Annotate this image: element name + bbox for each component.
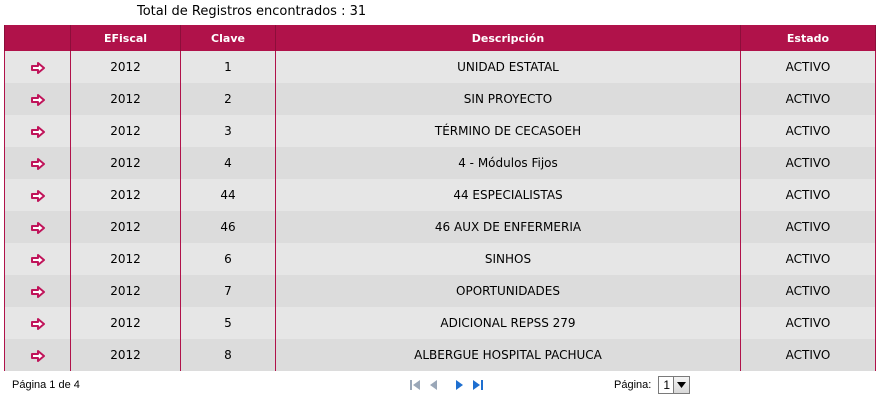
cell-descripcion: UNIDAD ESTATAL — [275, 51, 741, 83]
table-row[interactable]: 2012 44 44 ESPECIALISTAS ACTIVO — [4, 179, 876, 211]
cell-clave: 6 — [180, 243, 276, 275]
cell-estado: ACTIVO — [740, 115, 876, 147]
cell-efiscal: 2012 — [70, 83, 181, 115]
cell-estado: ACTIVO — [740, 51, 876, 83]
cell-estado: ACTIVO — [740, 307, 876, 339]
cell-clave: 1 — [180, 51, 276, 83]
cell-descripcion: 44 ESPECIALISTAS — [275, 179, 741, 211]
cell-descripcion: 4 - Módulos Fijos — [275, 147, 741, 179]
pager-navigation — [408, 378, 487, 395]
cell-descripcion: TÉRMINO DE CECASOEH — [275, 115, 741, 147]
cell-clave: 5 — [180, 307, 276, 339]
arrow-right-icon[interactable] — [30, 253, 45, 266]
next-page-icon[interactable] — [452, 378, 466, 392]
arrow-right-icon[interactable] — [30, 61, 45, 74]
cell-efiscal: 2012 — [70, 51, 181, 83]
cell-clave: 2 — [180, 83, 276, 115]
table-row[interactable]: 2012 2 SIN PROYECTO ACTIVO — [4, 83, 876, 115]
row-select-cell[interactable] — [4, 83, 71, 115]
cell-clave: 44 — [180, 179, 276, 211]
column-header-descripcion[interactable]: Descripción — [275, 25, 741, 51]
table-row[interactable]: 2012 4 4 - Módulos Fijos ACTIVO — [4, 147, 876, 179]
cell-clave: 8 — [180, 339, 276, 371]
arrow-right-icon[interactable] — [30, 221, 45, 234]
page-info-text: Página 1 de 4 — [12, 379, 80, 391]
cell-efiscal: 2012 — [70, 243, 181, 275]
arrow-right-icon[interactable] — [30, 93, 45, 106]
arrow-right-icon[interactable] — [30, 349, 45, 362]
table-row[interactable]: 2012 5 ADICIONAL REPSS 279 ACTIVO — [4, 307, 876, 339]
cell-efiscal: 2012 — [70, 147, 181, 179]
arrow-right-icon[interactable] — [30, 317, 45, 330]
first-page-icon[interactable] — [408, 378, 422, 392]
cell-estado: ACTIVO — [740, 147, 876, 179]
row-select-cell[interactable] — [4, 179, 71, 211]
cell-descripcion: ALBERGUE HOSPITAL PACHUCA — [275, 339, 741, 371]
row-select-cell[interactable] — [4, 275, 71, 307]
row-select-cell[interactable] — [4, 339, 71, 371]
column-header-clave[interactable]: Clave — [180, 25, 276, 51]
cell-estado: ACTIVO — [740, 339, 876, 371]
arrow-right-icon[interactable] — [30, 157, 45, 170]
row-select-cell[interactable] — [4, 51, 71, 83]
table-row[interactable]: 2012 3 TÉRMINO DE CECASOEH ACTIVO — [4, 115, 876, 147]
cell-estado: ACTIVO — [740, 275, 876, 307]
cell-efiscal: 2012 — [70, 179, 181, 211]
cell-clave: 7 — [180, 275, 276, 307]
row-select-cell[interactable] — [4, 115, 71, 147]
cell-descripcion: SINHOS — [275, 243, 741, 275]
column-header-select — [4, 25, 71, 51]
cell-estado: ACTIVO — [740, 179, 876, 211]
page-selector: Página: 1 — [614, 376, 691, 394]
table-header-row: EFiscal Clave Descripción Estado — [4, 25, 876, 51]
cell-descripcion: OPORTUNIDADES — [275, 275, 741, 307]
pager-bar: Página 1 de 4 Página: 1 — [4, 372, 875, 398]
table-row[interactable]: 2012 1 UNIDAD ESTATAL ACTIVO — [4, 51, 876, 83]
cell-clave: 4 — [180, 147, 276, 179]
cell-estado: ACTIVO — [740, 211, 876, 243]
page-select-value: 1 — [663, 378, 671, 392]
cell-efiscal: 2012 — [70, 307, 181, 339]
cell-estado: ACTIVO — [740, 243, 876, 275]
table-row[interactable]: 2012 6 SINHOS ACTIVO — [4, 243, 876, 275]
table-row[interactable]: 2012 7 OPORTUNIDADES ACTIVO — [4, 275, 876, 307]
cell-estado: ACTIVO — [740, 83, 876, 115]
cell-efiscal: 2012 — [70, 275, 181, 307]
arrow-right-icon[interactable] — [30, 285, 45, 298]
arrow-right-icon[interactable] — [30, 125, 45, 138]
column-header-efiscal[interactable]: EFiscal — [70, 25, 181, 51]
page-select[interactable]: 1 — [658, 376, 691, 394]
cell-efiscal: 2012 — [70, 211, 181, 243]
cell-efiscal: 2012 — [70, 339, 181, 371]
cell-descripcion: 46 AUX DE ENFERMERIA — [275, 211, 741, 243]
column-header-estado[interactable]: Estado — [740, 25, 876, 51]
row-select-cell[interactable] — [4, 243, 71, 275]
prev-page-icon[interactable] — [427, 378, 441, 392]
last-page-icon[interactable] — [471, 378, 485, 392]
page-label: Página: — [614, 379, 652, 391]
cell-clave: 3 — [180, 115, 276, 147]
row-select-cell[interactable] — [4, 147, 71, 179]
chevron-down-icon[interactable] — [673, 377, 690, 393]
records-table: EFiscal Clave Descripción Estado 2012 1 UN… — [4, 25, 876, 371]
table-row[interactable]: 2012 8 ALBERGUE HOSPITAL PACHUCA ACTIVO — [4, 339, 876, 371]
cell-clave: 46 — [180, 211, 276, 243]
row-select-cell[interactable] — [4, 211, 71, 243]
cell-descripcion: ADICIONAL REPSS 279 — [275, 307, 741, 339]
arrow-right-icon[interactable] — [30, 189, 45, 202]
total-records-text: Total de Registros encontrados : 31 — [137, 4, 367, 19]
table-row[interactable]: 2012 46 46 AUX DE ENFERMERIA ACTIVO — [4, 211, 876, 243]
cell-descripcion: SIN PROYECTO — [275, 83, 741, 115]
cell-efiscal: 2012 — [70, 115, 181, 147]
row-select-cell[interactable] — [4, 307, 71, 339]
